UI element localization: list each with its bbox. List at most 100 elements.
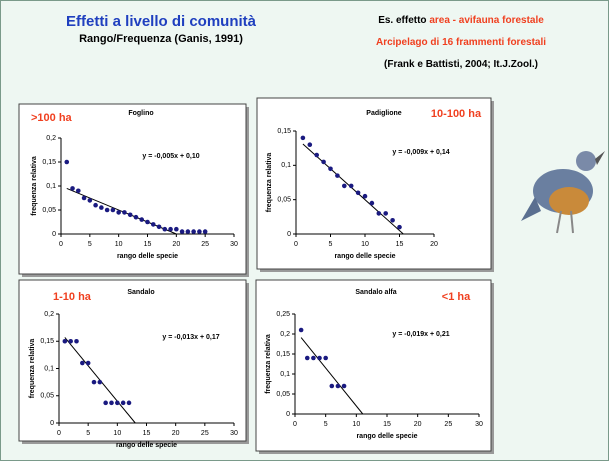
y-axis-label: frequenza relativa (29, 339, 36, 399)
point (203, 229, 208, 234)
x-axis-label: rango delle specie (356, 433, 417, 440)
point (99, 205, 104, 210)
point (111, 208, 116, 213)
y-tick-label: 0 (50, 420, 54, 427)
point (82, 196, 87, 201)
x-tick-label: 30 (475, 421, 483, 428)
y-axis-label: frequenza relativa (31, 156, 38, 216)
point (63, 339, 68, 344)
x-tick-label: 0 (294, 241, 298, 248)
chart-title: Padiglione (366, 110, 402, 117)
point (103, 401, 108, 406)
point (115, 401, 120, 406)
point (356, 191, 361, 196)
y-tick-label: 0,15 (40, 338, 54, 345)
point (76, 189, 81, 194)
slide: Effetti a livello di comunità Rango/Freq… (0, 0, 609, 461)
point (383, 211, 388, 216)
point (191, 229, 196, 234)
x-tick-label: 10 (113, 430, 121, 437)
x-axis-label: rango delle specie (116, 442, 177, 449)
point (335, 173, 340, 178)
point (116, 210, 121, 215)
x-tick-label: 25 (201, 241, 209, 248)
point (157, 225, 162, 230)
point (370, 201, 375, 206)
y-tick-label: 0,2 (44, 311, 54, 318)
point (363, 194, 368, 199)
y-tick-label: 0,15 (42, 159, 56, 166)
chart-title: Foglino (128, 110, 153, 117)
x-tick-label: 0 (59, 241, 63, 248)
point (151, 222, 156, 227)
point (139, 217, 144, 222)
point (336, 384, 341, 389)
x-tick-label: 10 (352, 421, 360, 428)
chart-panel (257, 98, 491, 269)
size-label: 1-10 ha (53, 291, 92, 303)
point (317, 356, 322, 361)
point (109, 401, 114, 406)
trendline-equation: y = -0,005x + 0,10 (142, 153, 199, 160)
point (299, 328, 304, 333)
x-tick-label: 0 (57, 430, 61, 437)
x-tick-label: 15 (143, 430, 151, 437)
size-label: 10-100 ha (431, 108, 482, 120)
point (98, 380, 103, 385)
y-tick-label: 0 (287, 231, 291, 238)
y-axis-label: frequenza relativa (266, 153, 273, 213)
chart: 00,050,10,150,20,25051015202530rango del… (256, 280, 494, 454)
point (122, 210, 127, 215)
y-tick-label: 0,1 (281, 162, 291, 169)
point (93, 203, 98, 208)
point (197, 229, 202, 234)
chart-panel (19, 280, 246, 441)
point (86, 361, 91, 366)
point (168, 227, 173, 232)
point (105, 208, 110, 213)
x-tick-label: 0 (293, 421, 297, 428)
y-tick-label: 0,15 (277, 128, 291, 135)
chart: 00,050,10,150,2051015202530rango delle s… (19, 104, 249, 277)
size-label: >100 ha (31, 112, 73, 124)
y-axis-label: frequenza relativa (265, 334, 272, 394)
trendline-equation: y = -0,013x + 0,17 (162, 334, 219, 341)
point (128, 213, 133, 218)
y-tick-label: 0,1 (46, 183, 56, 190)
point (121, 401, 126, 406)
trendline-equation: y = -0,019x + 0,21 (392, 331, 449, 338)
charts: 0 0,05 0,1 0,15 0,2 0 5 10 15 20 25 30 rango delle s… (1, 1, 608, 460)
point (64, 160, 69, 165)
point (180, 229, 185, 234)
x-tick-label: 20 (172, 241, 180, 248)
point (301, 136, 306, 141)
x-tick-label: 30 (230, 430, 238, 437)
x-tick-label: 15 (396, 241, 404, 248)
point (308, 142, 313, 147)
point (80, 361, 85, 366)
x-tick-label: 5 (88, 241, 92, 248)
point (390, 218, 395, 223)
point (186, 229, 191, 234)
trendline-equation: y = -0,009x + 0,14 (392, 149, 449, 156)
point (92, 380, 97, 385)
x-tick-label: 20 (430, 241, 438, 248)
x-axis-label: rango delle specie (117, 253, 178, 260)
x-tick-label: 30 (230, 241, 238, 248)
point (330, 384, 335, 389)
y-tick-label: 0,05 (42, 207, 56, 214)
point (328, 166, 333, 171)
point (70, 186, 75, 191)
x-tick-label: 10 (115, 241, 123, 248)
point (88, 198, 93, 203)
point (349, 184, 354, 189)
x-tick-label: 15 (383, 421, 391, 428)
point (68, 339, 73, 344)
point (163, 227, 168, 232)
y-tick-label: 0 (52, 231, 56, 238)
point (134, 215, 139, 220)
x-tick-label: 15 (144, 241, 152, 248)
point (145, 220, 150, 225)
point (74, 339, 79, 344)
